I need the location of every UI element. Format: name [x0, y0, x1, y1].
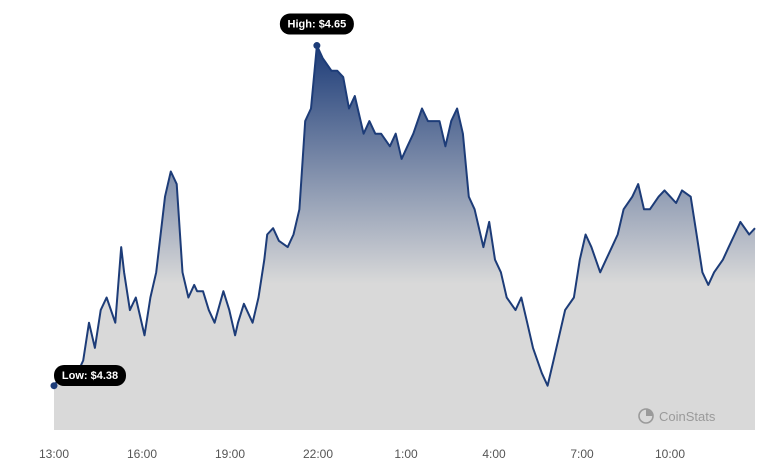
low-callout: Low: $4.38	[50, 365, 126, 390]
x-axis: 13:00 16:00 19:00 22:00 1:00 4:00 7:00 10:00	[39, 447, 685, 461]
high-callout: High: $4.65	[279, 13, 354, 50]
coinstats-logo-icon	[638, 408, 654, 424]
high-label-box	[279, 13, 354, 35]
high-point-marker	[313, 42, 321, 50]
x-tick-label: 1:00	[394, 447, 418, 461]
x-tick-label: 22:00	[303, 447, 333, 461]
x-tick-label: 10:00	[655, 447, 685, 461]
x-tick-label: 7:00	[570, 447, 594, 461]
x-tick-label: 4:00	[482, 447, 506, 461]
x-tick-label: 13:00	[39, 447, 69, 461]
x-tick-label: 19:00	[215, 447, 245, 461]
price-area-fill	[54, 45, 755, 430]
low-point-marker	[50, 382, 58, 390]
price-line	[53, 44, 756, 387]
coinstats-watermark: CoinStats	[638, 408, 716, 424]
x-tick-label: 16:00	[127, 447, 157, 461]
watermark-text: CoinStats	[659, 409, 716, 424]
low-label: Low: $4.38	[62, 370, 118, 382]
high-label: High: $4.65	[288, 18, 347, 30]
low-label-box	[54, 365, 126, 386]
